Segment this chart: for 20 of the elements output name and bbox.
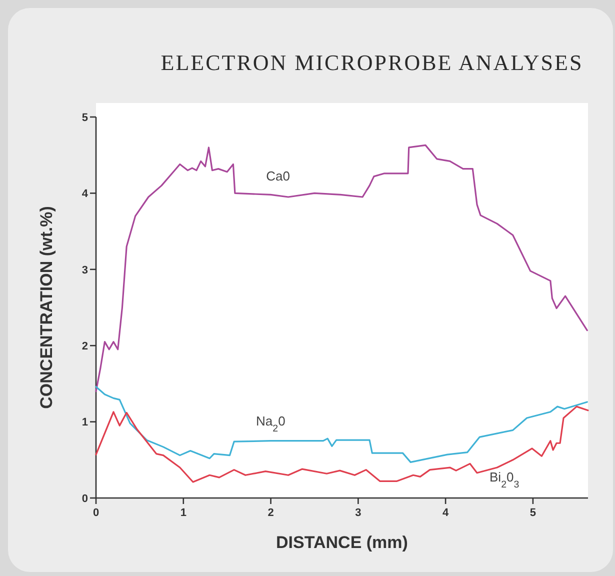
y-tick-label: 3 [82,264,88,276]
y-tick-label: 1 [82,416,88,429]
y-tick-label: 2 [82,340,88,352]
x-tick-label: 3 [355,507,362,519]
series-label: Bi$_{2}$0$_{3}$ [490,470,520,490]
series-label: Na$_{2}$0 [256,414,286,434]
x-tick-label: 0 [92,507,100,519]
y-tick-label: 0 [82,492,88,505]
series-label: Ca0 [266,168,290,184]
line-series [95,386,588,463]
x-tick-label: 1 [180,507,186,519]
chart-title: ELECTRON MICROPROBE ANALYSES [160,50,584,75]
y-tick-label: 5 [82,112,88,124]
x-tick-label: 4 [442,507,450,519]
x-tick-label: 2 [268,507,274,519]
x-axis-title: DISTANCE (mm) [276,533,408,552]
x-tick-label: 5 [530,507,536,519]
y-tick-label: 4 [82,188,89,200]
y-axis-title: CONCENTRATION (wt.%) [37,206,56,409]
line-series [95,144,588,392]
